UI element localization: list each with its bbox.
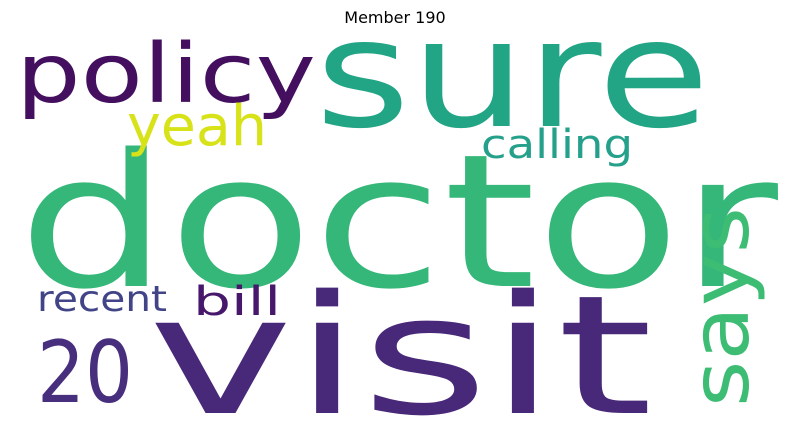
word-sure: sure <box>315 0 710 162</box>
word-bill: bill <box>193 279 281 325</box>
word-20: 20 <box>37 323 133 423</box>
word-policy: policy <box>16 27 316 122</box>
word-yeah: yeah <box>127 94 267 159</box>
word-says: says <box>674 207 767 407</box>
chart-title: Member 190 <box>344 8 446 27</box>
word-recent: recent <box>37 279 167 320</box>
word-calling: calling <box>481 122 633 168</box>
word-visit: visit <box>148 260 653 427</box>
word-doctor: doctor <box>18 114 779 330</box>
